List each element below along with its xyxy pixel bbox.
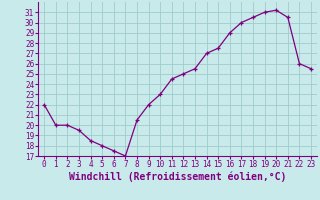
- X-axis label: Windchill (Refroidissement éolien,°C): Windchill (Refroidissement éolien,°C): [69, 172, 286, 182]
